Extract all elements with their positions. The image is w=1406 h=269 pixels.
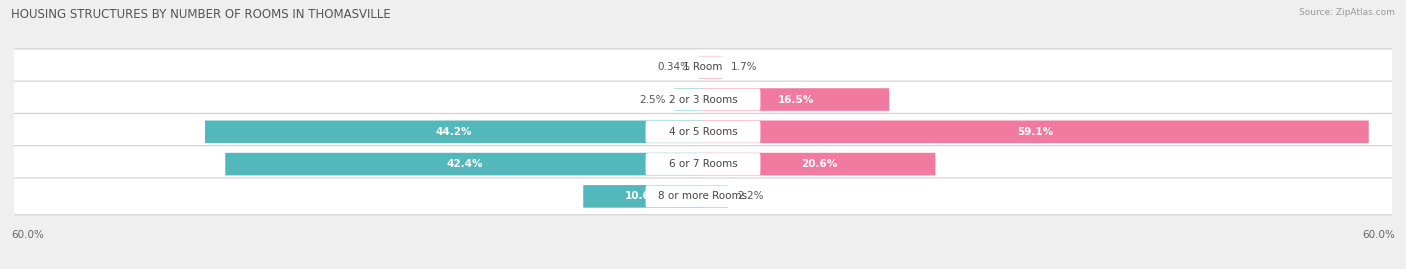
Text: 1.7%: 1.7% [731, 62, 758, 72]
Text: HOUSING STRUCTURES BY NUMBER OF ROOMS IN THOMASVILLE: HOUSING STRUCTURES BY NUMBER OF ROOMS IN… [11, 8, 391, 21]
FancyBboxPatch shape [703, 153, 935, 175]
Text: 10.6%: 10.6% [626, 191, 661, 201]
Text: 2 or 3 Rooms: 2 or 3 Rooms [669, 94, 737, 105]
FancyBboxPatch shape [205, 121, 703, 143]
FancyBboxPatch shape [703, 121, 1369, 143]
FancyBboxPatch shape [703, 185, 728, 208]
Text: 2.5%: 2.5% [640, 94, 666, 105]
Text: 42.4%: 42.4% [446, 159, 482, 169]
FancyBboxPatch shape [703, 56, 723, 79]
FancyBboxPatch shape [645, 121, 761, 143]
FancyBboxPatch shape [13, 81, 1393, 118]
Text: 20.6%: 20.6% [801, 159, 837, 169]
FancyBboxPatch shape [13, 49, 1393, 86]
Text: 16.5%: 16.5% [778, 94, 814, 105]
FancyBboxPatch shape [645, 185, 761, 207]
Text: Source: ZipAtlas.com: Source: ZipAtlas.com [1299, 8, 1395, 17]
FancyBboxPatch shape [645, 153, 761, 175]
FancyBboxPatch shape [225, 153, 703, 175]
Text: 0.34%: 0.34% [657, 62, 690, 72]
Text: 44.2%: 44.2% [436, 127, 472, 137]
FancyBboxPatch shape [675, 88, 703, 111]
FancyBboxPatch shape [645, 89, 761, 111]
FancyBboxPatch shape [13, 114, 1393, 150]
FancyBboxPatch shape [13, 178, 1393, 215]
Text: 6 or 7 Rooms: 6 or 7 Rooms [669, 159, 737, 169]
Text: 1 Room: 1 Room [683, 62, 723, 72]
FancyBboxPatch shape [583, 185, 703, 208]
Text: 2.2%: 2.2% [737, 191, 763, 201]
FancyBboxPatch shape [699, 56, 703, 79]
FancyBboxPatch shape [13, 146, 1393, 182]
Text: 8 or more Rooms: 8 or more Rooms [658, 191, 748, 201]
FancyBboxPatch shape [703, 88, 889, 111]
Text: 4 or 5 Rooms: 4 or 5 Rooms [669, 127, 737, 137]
Text: 59.1%: 59.1% [1018, 127, 1053, 137]
FancyBboxPatch shape [645, 56, 761, 78]
